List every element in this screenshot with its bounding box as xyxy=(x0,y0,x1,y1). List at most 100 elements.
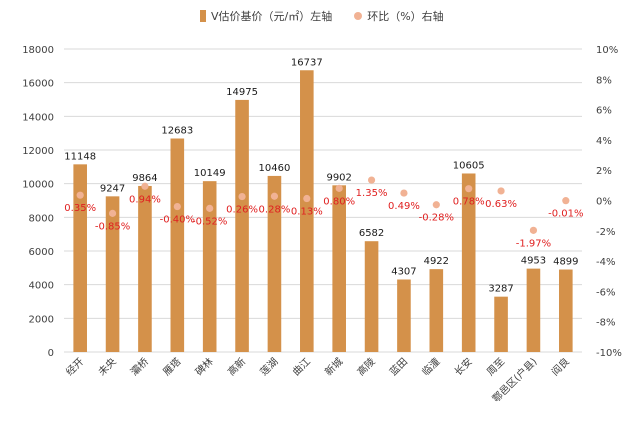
bar xyxy=(138,185,152,352)
bar xyxy=(300,70,314,352)
ratio-value-label: 0.80% xyxy=(323,196,355,207)
bar xyxy=(364,241,379,352)
legend: V估价基价（元/㎡）左轴 环比（%）右轴 xyxy=(200,8,444,24)
bar-value-label: 9864 xyxy=(132,173,157,184)
bar xyxy=(202,181,217,352)
right-axis-tick-label: 8% xyxy=(596,75,612,86)
category-label: 高新 xyxy=(225,355,248,378)
category-label: 蓝田 xyxy=(387,356,410,379)
ratio-value-label: 0.28% xyxy=(259,204,291,215)
legend-bar-swatch xyxy=(200,10,206,22)
left-axis-tick-label: 0 xyxy=(48,348,54,359)
legend-dot-label: 环比（%）右轴 xyxy=(367,10,444,23)
category-label: 长安 xyxy=(451,355,474,378)
right-axis-tick-label: -6% xyxy=(596,287,615,298)
bar-value-label: 4899 xyxy=(553,257,578,268)
ratio-value-label: 0.26% xyxy=(226,205,258,216)
ratio-dot xyxy=(562,197,570,205)
ratio-value-label: -0.01% xyxy=(548,209,583,220)
ratio-dot xyxy=(400,189,408,197)
bar xyxy=(170,138,185,352)
category-label: 周至 xyxy=(485,356,508,379)
ratio-value-label: 0.63% xyxy=(485,199,517,210)
bar xyxy=(494,296,508,352)
left-axis-tick-label: 14000 xyxy=(22,112,54,123)
ratio-value-label: 1.35% xyxy=(356,188,388,199)
bar-value-label: 10149 xyxy=(194,168,226,179)
ratio-dot xyxy=(432,201,440,209)
ratio-value-label: -0.40% xyxy=(160,215,195,226)
bar xyxy=(526,268,541,352)
bar xyxy=(73,164,87,352)
ratio-value-label: -0.52% xyxy=(192,216,227,227)
ratio-value-label: 0.35% xyxy=(64,203,96,214)
ratio-value-label: 0.13% xyxy=(291,207,323,218)
left-axis-tick-label: 2000 xyxy=(29,314,54,325)
category-label: 阎良 xyxy=(549,355,572,378)
bar xyxy=(429,269,444,352)
bar-value-label: 14975 xyxy=(226,87,258,98)
legend-item-bar: V估价基价（元/㎡）左轴 xyxy=(200,8,332,24)
right-axis-tick-label: -10% xyxy=(596,348,622,359)
left-axis-tick-label: 8000 xyxy=(29,213,54,224)
category-label: 曲江 xyxy=(290,356,313,379)
bar xyxy=(559,269,573,352)
bar-value-label: 4953 xyxy=(521,256,546,267)
bar-value-label: 9902 xyxy=(326,172,351,183)
bar xyxy=(332,185,346,352)
bar-value-label: 11148 xyxy=(64,151,96,162)
bar-value-label: 16737 xyxy=(291,57,323,68)
right-axis-tick-label: 4% xyxy=(596,136,612,147)
category-label: 雁塔 xyxy=(160,355,183,378)
right-axis-tick-label: -8% xyxy=(596,318,615,329)
left-axis-tick-label: 18000 xyxy=(22,45,54,56)
left-axis-tick-label: 16000 xyxy=(22,79,54,90)
right-axis-tick-label: 2% xyxy=(596,166,612,177)
legend-dot-swatch xyxy=(354,12,363,20)
category-label: 未央 xyxy=(95,355,118,378)
bar-value-label: 6582 xyxy=(359,228,384,239)
right-axis-tick-label: -4% xyxy=(596,257,615,268)
category-label: 新城 xyxy=(322,355,345,378)
bar-value-label: 4307 xyxy=(391,266,416,277)
ratio-dot xyxy=(303,194,311,203)
ratio-dot xyxy=(76,191,84,199)
bar-value-label: 12683 xyxy=(161,126,193,137)
left-axis-tick-label: 10000 xyxy=(22,180,54,191)
ratio-value-label: 0.49% xyxy=(388,201,420,212)
legend-bar-label: V估价基价（元/㎡）左轴 xyxy=(211,10,333,23)
left-axis-tick-label: 12000 xyxy=(22,146,54,157)
ratio-value-label: 0.78% xyxy=(453,197,485,208)
bar xyxy=(397,279,411,352)
category-label: 高陵 xyxy=(354,355,377,378)
ratio-value-label: -0.85% xyxy=(95,221,130,232)
bar-value-label: 3287 xyxy=(488,284,513,295)
ratio-dot xyxy=(367,176,376,184)
ratio-dot xyxy=(529,226,538,234)
right-axis-tick-label: -2% xyxy=(596,227,615,238)
category-label: 莲湖 xyxy=(258,356,281,379)
bar-value-label: 9247 xyxy=(100,183,125,194)
ratio-value-label: -1.97% xyxy=(516,238,551,249)
bar xyxy=(267,175,282,352)
bar-value-label: 10605 xyxy=(453,160,485,171)
ratio-value-label: -0.28% xyxy=(419,213,454,224)
ratio-dot xyxy=(206,204,214,212)
ratio-dot xyxy=(238,192,246,201)
ratio-dot xyxy=(335,184,343,192)
category-label: 临潼 xyxy=(419,355,442,378)
legend-item-dot: 环比（%）右轴 xyxy=(354,8,444,24)
bar xyxy=(105,196,120,352)
right-axis-tick-label: 10% xyxy=(596,45,618,56)
bar xyxy=(235,99,249,352)
category-label: 经开 xyxy=(63,355,86,378)
left-axis-tick-label: 6000 xyxy=(29,247,54,258)
bar-value-label: 10460 xyxy=(259,163,291,174)
ratio-dot xyxy=(465,185,473,193)
ratio-dot xyxy=(173,202,181,211)
ratio-dot xyxy=(108,209,117,217)
right-axis-tick-label: 0% xyxy=(596,197,612,208)
bar xyxy=(461,173,476,352)
